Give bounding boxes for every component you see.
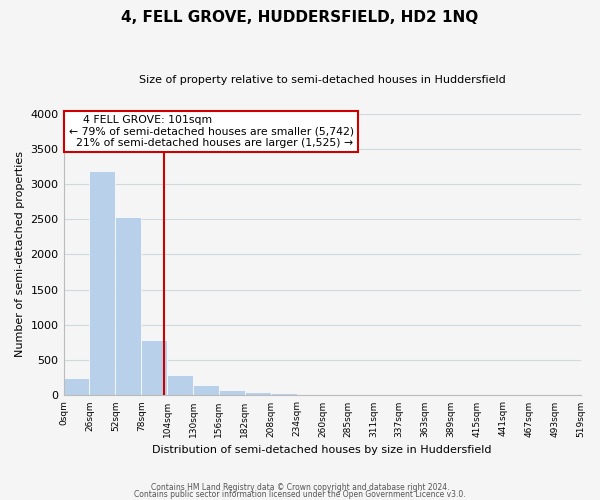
Title: Size of property relative to semi-detached houses in Huddersfield: Size of property relative to semi-detach… xyxy=(139,75,505,85)
Text: 4, FELL GROVE, HUDDERSFIELD, HD2 1NQ: 4, FELL GROVE, HUDDERSFIELD, HD2 1NQ xyxy=(121,10,479,25)
Bar xyxy=(141,340,167,396)
Bar xyxy=(167,375,193,396)
Text: 4 FELL GROVE: 101sqm
← 79% of semi-detached houses are smaller (5,742)
  21% of : 4 FELL GROVE: 101sqm ← 79% of semi-detac… xyxy=(69,115,354,148)
Text: Contains HM Land Registry data © Crown copyright and database right 2024.: Contains HM Land Registry data © Crown c… xyxy=(151,484,449,492)
Bar xyxy=(219,390,245,396)
Y-axis label: Number of semi-detached properties: Number of semi-detached properties xyxy=(15,152,25,358)
Bar xyxy=(115,217,141,396)
Bar xyxy=(193,385,219,396)
Bar xyxy=(89,170,115,396)
Bar xyxy=(271,394,296,396)
Text: Contains public sector information licensed under the Open Government Licence v3: Contains public sector information licen… xyxy=(134,490,466,499)
Bar xyxy=(64,378,89,396)
Bar xyxy=(245,392,271,396)
X-axis label: Distribution of semi-detached houses by size in Huddersfield: Distribution of semi-detached houses by … xyxy=(152,445,492,455)
